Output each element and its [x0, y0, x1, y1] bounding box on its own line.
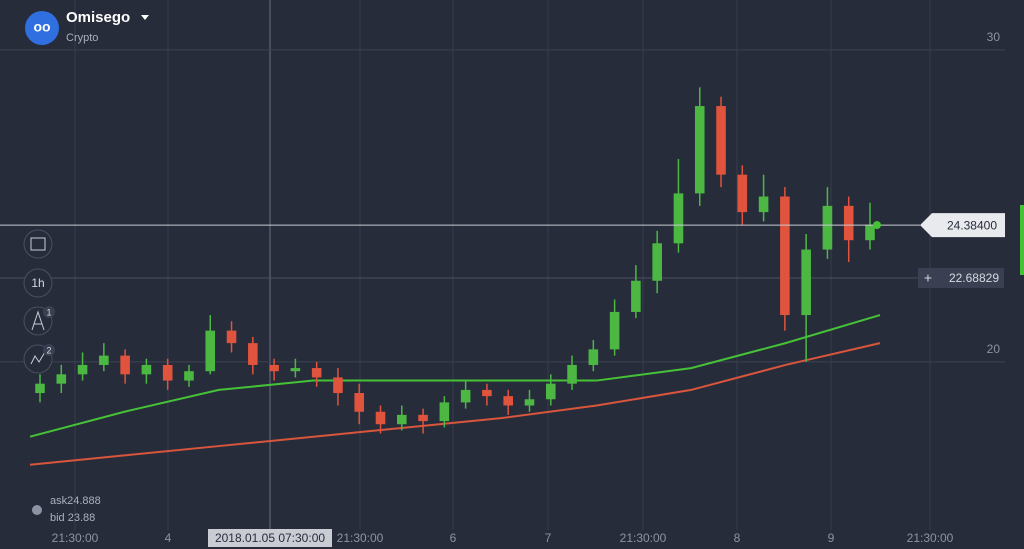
candle-body — [184, 371, 194, 381]
x-tick-label: 7 — [545, 531, 552, 545]
x-tick-label: 9 — [828, 531, 835, 545]
candle-body — [269, 364, 279, 372]
x-tick-label: 6 — [450, 531, 457, 545]
badge — [43, 344, 55, 356]
current-price-dot — [873, 221, 881, 230]
candle-body — [482, 389, 492, 397]
indicators-icon — [30, 351, 46, 365]
candle-body — [375, 411, 386, 425]
candle-body — [248, 343, 258, 365]
candle-body — [56, 374, 67, 384]
candle-body — [333, 377, 343, 394]
candle-body — [758, 196, 769, 213]
candle-body — [609, 311, 620, 350]
badge-label: 2 — [46, 345, 51, 355]
plot — [0, 87, 920, 466]
x-tick-label: 4 — [165, 531, 172, 545]
x-tick-label: 21:30:00 — [52, 531, 99, 545]
candle-body — [694, 106, 705, 194]
cursor-price-label: 22.68829 — [949, 271, 999, 285]
candle-body — [77, 364, 88, 375]
x-tick-label: 8 — [734, 531, 741, 545]
interval-button[interactable] — [23, 268, 53, 298]
x-tick-label: 21:30:00 — [337, 531, 384, 545]
edge-marker — [1020, 205, 1024, 275]
asset-title[interactable]: Omisego — [66, 9, 130, 26]
y-tick-label: 20 — [987, 342, 1001, 356]
dropdown-arrow[interactable] — [141, 15, 149, 20]
asset-icon-glyph: oo — [33, 19, 50, 35]
badge-label: 1 — [46, 307, 51, 317]
candle-body — [397, 414, 407, 425]
x-tick-label: 21:30:00 — [907, 531, 954, 545]
current-price-label: 24.38400 — [947, 218, 997, 232]
candle-body — [311, 368, 322, 378]
cursor-plus: + — [924, 270, 932, 286]
moving-average — [29, 342, 881, 466]
bid-quote: bid 23.88 — [50, 512, 95, 524]
y-tick-label: 30 — [987, 30, 1001, 44]
candle-body — [141, 364, 152, 375]
candle-body — [99, 355, 109, 365]
drawing-tools-icon — [31, 310, 45, 331]
candle-body — [631, 280, 641, 312]
moving-average — [29, 314, 881, 438]
candle-body — [35, 383, 45, 394]
candle-body — [567, 364, 577, 384]
candle-body — [439, 402, 450, 422]
interval-label: 1h — [31, 276, 44, 290]
candle-body — [588, 349, 599, 365]
candle-body — [780, 196, 790, 316]
current-price-box — [920, 213, 1005, 238]
quote-icon — [32, 505, 42, 515]
candle-body — [822, 205, 833, 250]
cursor-price-box — [918, 267, 1004, 288]
candle-body — [226, 330, 237, 344]
candle-body — [460, 389, 471, 403]
candle-body — [524, 399, 535, 406]
candle-body — [162, 364, 173, 381]
candle-body — [290, 368, 301, 372]
chart-type-icon — [30, 237, 46, 251]
candle-body — [737, 174, 748, 213]
candle-body — [205, 330, 216, 372]
candle-body — [673, 193, 684, 244]
candle-body — [865, 224, 875, 241]
x-tick-label: 2018.01.05 07:30:00 — [215, 531, 325, 545]
asset-icon[interactable] — [25, 11, 59, 45]
candle-body — [545, 383, 556, 400]
asset-subtitle: Crypto — [66, 32, 98, 44]
badge — [43, 306, 55, 318]
candle-body — [418, 414, 428, 422]
x-tick-label: 21:30:00 — [620, 531, 667, 545]
candle-body — [801, 249, 811, 316]
candle-body — [652, 243, 662, 281]
candle-body — [503, 396, 513, 406]
candle-body — [354, 393, 365, 412]
ask-quote: ask24.888 — [50, 495, 101, 507]
toolbar: 1h 1 2 — [23, 229, 55, 374]
chart-type-button[interactable] — [23, 229, 53, 259]
candle-body — [843, 205, 854, 241]
candle-body — [716, 106, 726, 175]
crosshair-time-box — [208, 529, 332, 547]
candle-body — [120, 355, 130, 375]
